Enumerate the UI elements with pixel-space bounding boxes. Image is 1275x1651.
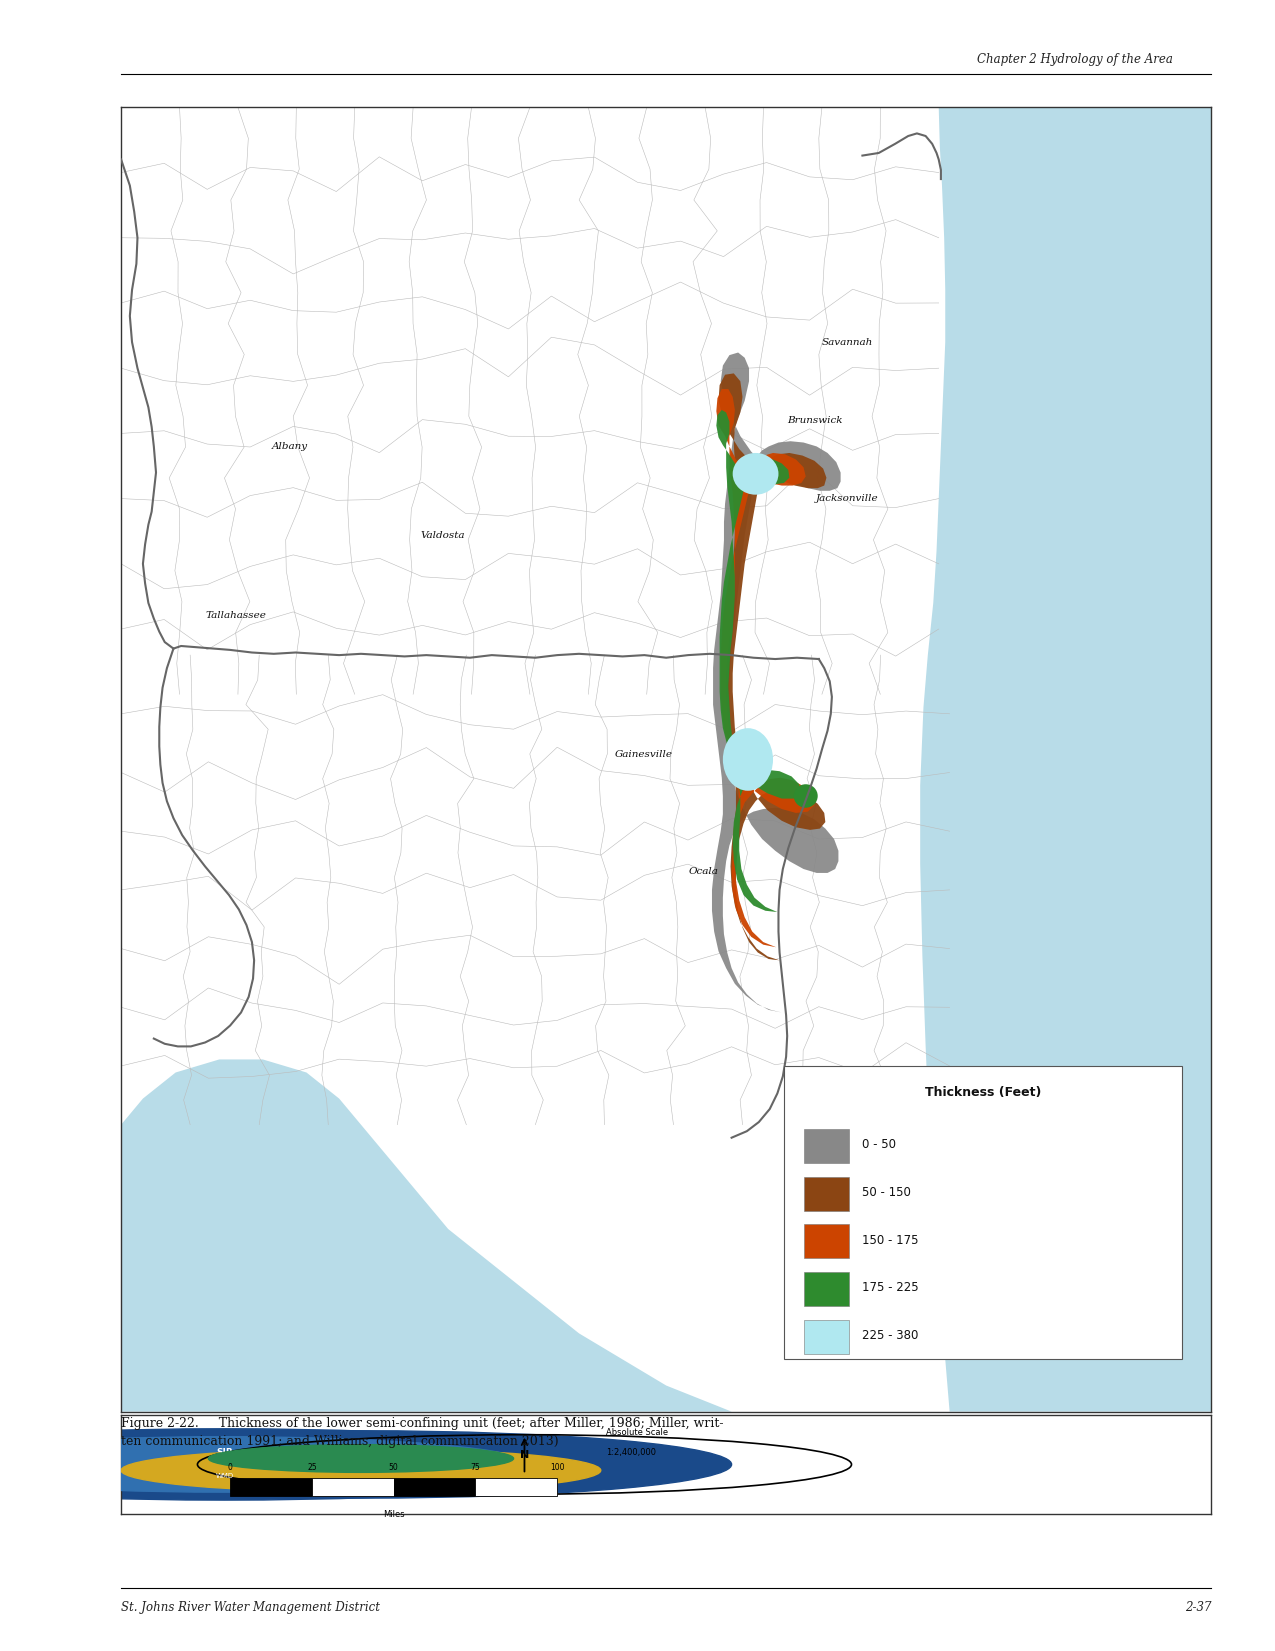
Text: 225 - 380: 225 - 380 <box>862 1329 919 1342</box>
Text: Gainesville: Gainesville <box>615 750 672 759</box>
Text: 175 - 225: 175 - 225 <box>862 1281 919 1294</box>
Circle shape <box>121 1448 601 1493</box>
Polygon shape <box>711 353 840 1012</box>
Circle shape <box>0 1431 732 1497</box>
Ellipse shape <box>733 452 779 495</box>
Text: N: N <box>520 1450 529 1459</box>
Circle shape <box>0 1428 617 1501</box>
Ellipse shape <box>723 728 773 791</box>
Text: 150 - 175: 150 - 175 <box>862 1233 919 1247</box>
FancyBboxPatch shape <box>803 1225 849 1258</box>
Polygon shape <box>121 1060 732 1412</box>
FancyBboxPatch shape <box>803 1129 849 1162</box>
Text: Brunswick: Brunswick <box>787 416 843 424</box>
Ellipse shape <box>794 784 817 807</box>
Text: 25: 25 <box>307 1463 316 1473</box>
Text: Savannah: Savannah <box>821 337 873 347</box>
Text: Miles: Miles <box>382 1511 404 1519</box>
Text: 1:2,400,000: 1:2,400,000 <box>606 1448 657 1458</box>
Text: Absolute Scale: Absolute Scale <box>606 1428 668 1438</box>
Polygon shape <box>921 107 1211 1412</box>
Bar <box>476 1478 557 1496</box>
Text: 75: 75 <box>470 1463 481 1473</box>
Text: Thickness (Feet): Thickness (Feet) <box>924 1086 1042 1098</box>
FancyBboxPatch shape <box>803 1177 849 1210</box>
FancyBboxPatch shape <box>803 1273 849 1306</box>
Text: 0: 0 <box>228 1463 232 1473</box>
Text: Jacksonville: Jacksonville <box>816 494 878 504</box>
Circle shape <box>208 1445 514 1473</box>
Text: 50: 50 <box>389 1463 399 1473</box>
FancyBboxPatch shape <box>784 1067 1182 1359</box>
Text: ten communication 1991; and Williams, digital communication 2013): ten communication 1991; and Williams, di… <box>121 1435 558 1448</box>
Text: Tallahassee: Tallahassee <box>205 611 266 621</box>
Text: 2-37: 2-37 <box>1184 1601 1211 1615</box>
Bar <box>394 1478 476 1496</box>
Bar <box>230 1478 312 1496</box>
Text: SJR: SJR <box>217 1448 233 1458</box>
Polygon shape <box>717 409 801 911</box>
Polygon shape <box>719 373 826 961</box>
Text: Albany: Albany <box>272 442 309 451</box>
FancyBboxPatch shape <box>803 1319 849 1354</box>
Text: St. Johns River Water Management District: St. Johns River Water Management Distric… <box>121 1601 380 1615</box>
Text: Ocala: Ocala <box>688 867 718 877</box>
Text: WMD: WMD <box>215 1473 233 1479</box>
Bar <box>312 1478 394 1496</box>
Polygon shape <box>717 390 815 948</box>
Circle shape <box>0 1436 530 1493</box>
Text: 50 - 150: 50 - 150 <box>862 1185 912 1199</box>
Text: Figure 2-22.     Thickness of the lower semi-confining unit (feet; after Miller,: Figure 2-22. Thickness of the lower semi… <box>121 1417 724 1430</box>
Text: 100: 100 <box>550 1463 565 1473</box>
Text: Valdosta: Valdosta <box>421 530 465 540</box>
Text: 0 - 50: 0 - 50 <box>862 1138 896 1151</box>
Text: Chapter 2 Hydrology of the Area: Chapter 2 Hydrology of the Area <box>977 53 1173 66</box>
